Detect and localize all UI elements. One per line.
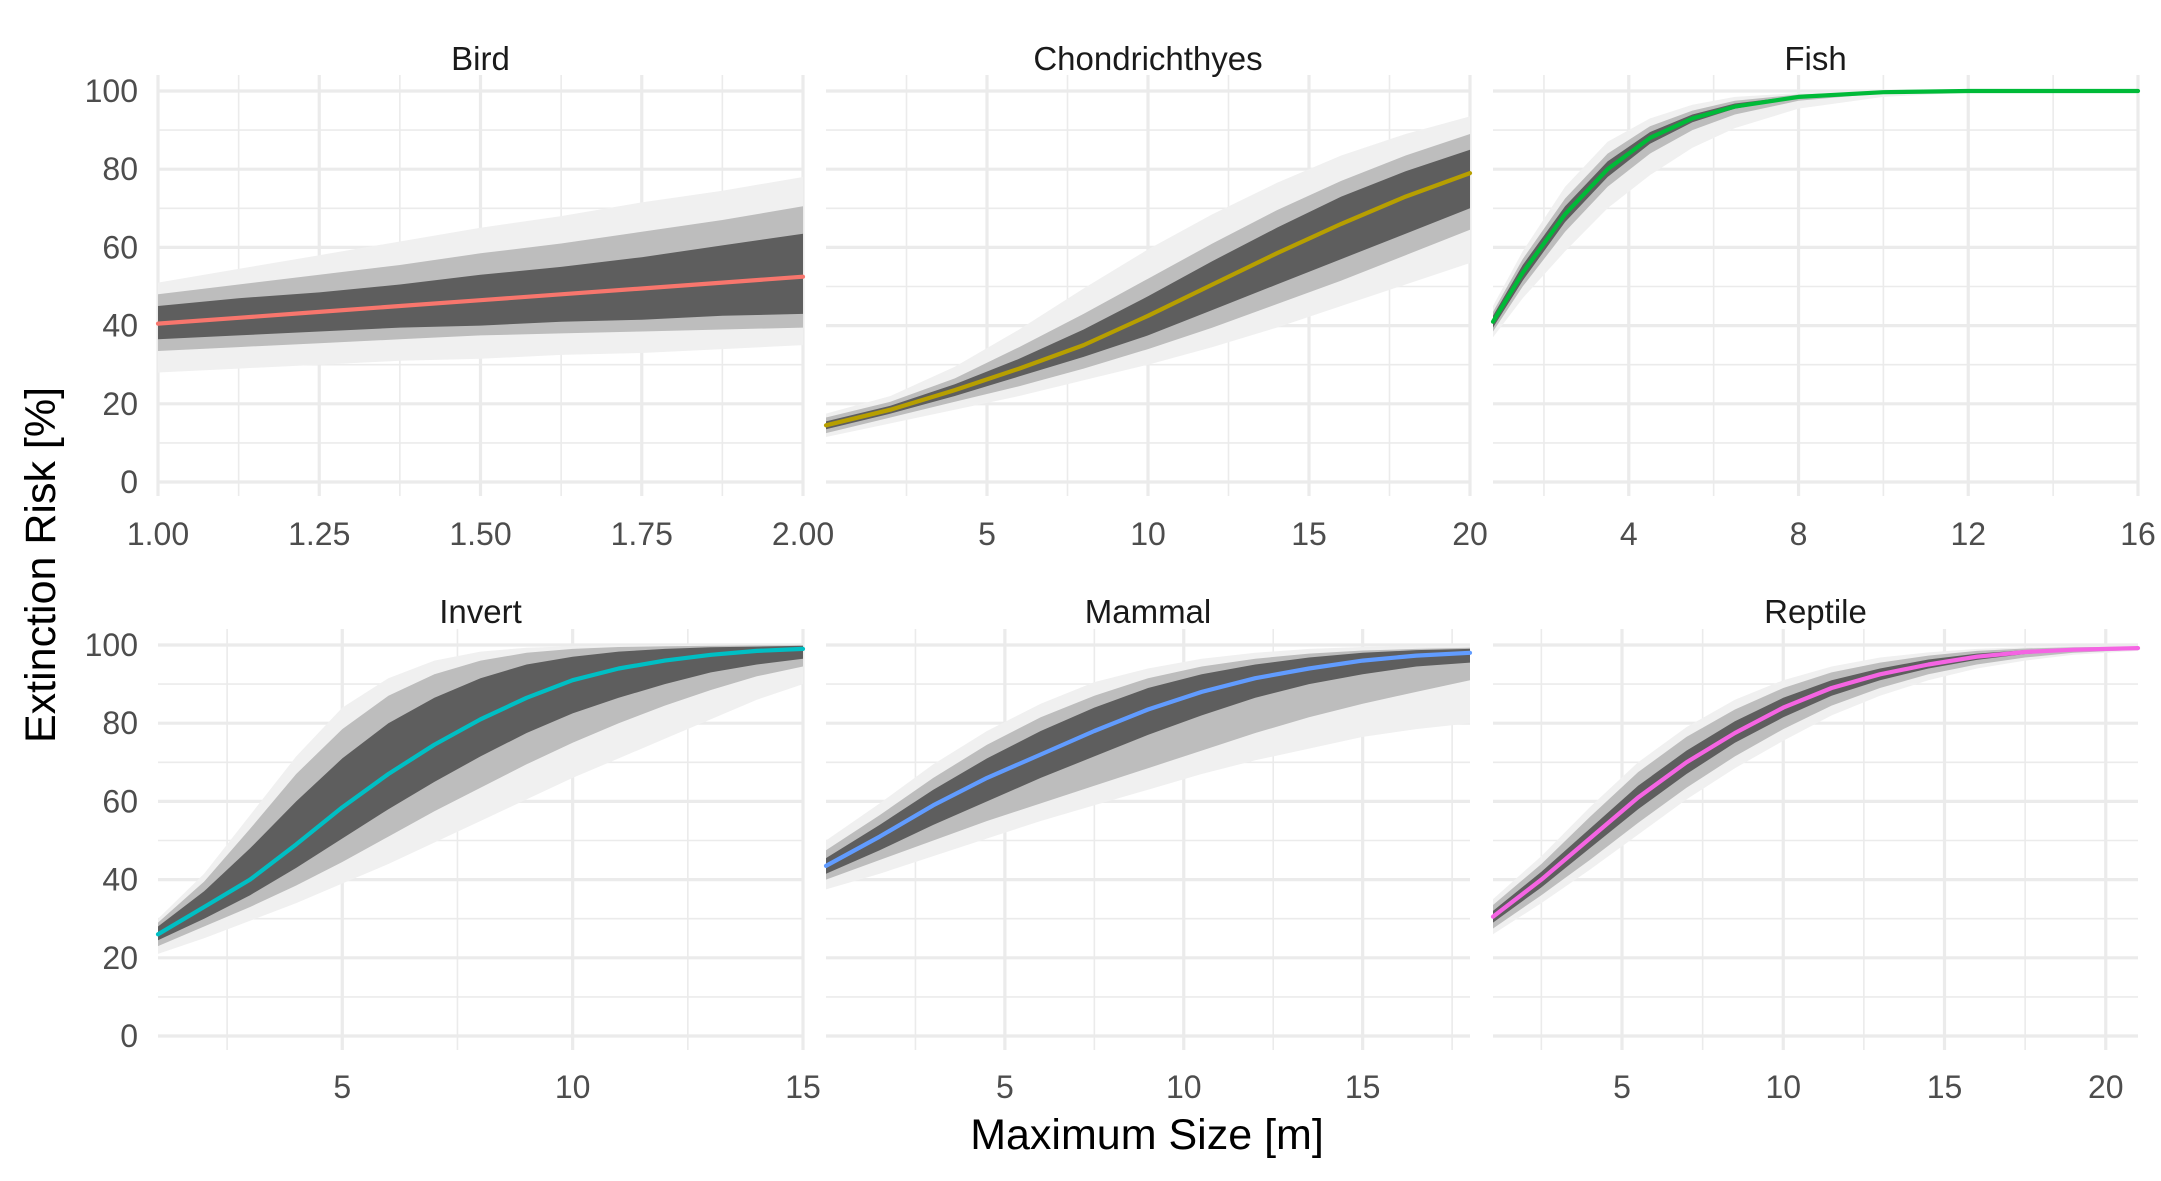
series-line-fish: [1490, 88, 2141, 324]
x-tick-label: 15: [1345, 1069, 1381, 1105]
panel-fish: Fish 4 8 12 16: [1490, 40, 2156, 552]
x-tick-label: 5: [1613, 1069, 1631, 1105]
x-tick-label: 10: [1166, 1069, 1202, 1105]
y-axis-title: Extinction Risk [%]: [17, 387, 65, 743]
panel-chondrichthyes: Chondrichthyes 5 10 15 20: [823, 40, 1488, 552]
series-line-mammal: [823, 650, 1473, 869]
x-tick-label: 20: [1452, 516, 1488, 552]
y-tick-label: 0: [120, 464, 138, 500]
x-tick-label: 15: [1927, 1069, 1963, 1105]
middle-band: [158, 645, 803, 947]
series-line-reptile: [1490, 645, 2141, 919]
x-tick-label: 5: [978, 516, 996, 552]
x-tick-label: 1.50: [449, 516, 511, 552]
y-tick-label: 100: [85, 627, 138, 663]
series-line-chondrichthyes: [823, 171, 1473, 428]
y-tick-label: 100: [85, 73, 138, 109]
x-tick-label: 10: [1765, 1069, 1801, 1105]
y-tick-label: 20: [102, 386, 138, 422]
panel-bird: Bird 1.00 1.25 1.50 1.75 2.00 0 20 40 60 80 100: [85, 40, 835, 552]
x-tick-label: 8: [1790, 516, 1808, 552]
strip-title: Chondrichthyes: [1033, 40, 1262, 77]
series-line-invert: [155, 646, 806, 937]
y-tick-label: 60: [102, 229, 138, 265]
strip-title: Mammal: [1085, 593, 1212, 630]
panel-mammal: Mammal 5 10 15: [823, 593, 1473, 1105]
x-axis-title: Maximum Size [m]: [970, 1111, 1324, 1159]
x-tick-label: 1.00: [127, 516, 189, 552]
inner-band: [1493, 647, 2138, 923]
x-tick-label: 1.25: [288, 516, 350, 552]
y-tick-label: 40: [102, 862, 138, 898]
x-tick-label: 12: [1950, 516, 1986, 552]
y-tick-label: 0: [120, 1018, 138, 1054]
panel-reptile: Reptile 5 10 15 20: [1490, 593, 2141, 1105]
y-tick-label: 60: [102, 783, 138, 819]
x-tick-label: 1.75: [611, 516, 673, 552]
x-tick-label: 16: [2120, 516, 2156, 552]
x-tick-label: 10: [555, 1069, 591, 1105]
inner-band: [826, 149, 1470, 430]
middle-band: [826, 134, 1470, 434]
x-tick-label: 10: [1130, 516, 1166, 552]
x-tick-label: 15: [1291, 516, 1327, 552]
outer-band: [158, 645, 803, 954]
x-tick-label: 2.00: [772, 516, 834, 552]
inner-band: [158, 645, 803, 941]
strip-title: Reptile: [1764, 593, 1867, 630]
x-tick-label: 4: [1620, 516, 1638, 552]
series-line-bird: [155, 274, 806, 326]
strip-title: Invert: [439, 593, 522, 630]
outer-band: [1493, 91, 2138, 338]
x-tick-label: 20: [2088, 1069, 2124, 1105]
panel-invert: Invert 5 10 15 0 20 40 60 80 100: [85, 593, 821, 1105]
inner-band: [826, 648, 1470, 874]
y-tick-label: 80: [102, 705, 138, 741]
y-tick-label: 80: [102, 151, 138, 187]
y-tick-label: 20: [102, 940, 138, 976]
middle-band: [826, 647, 1470, 880]
x-tick-label: 5: [996, 1069, 1014, 1105]
y-tick-label: 40: [102, 308, 138, 344]
strip-title: Bird: [451, 40, 510, 77]
middle-band: [1493, 91, 2138, 332]
middle-band: [1493, 646, 2138, 929]
x-tick-label: 15: [785, 1069, 821, 1105]
x-tick-label: 5: [333, 1069, 351, 1105]
strip-title: Fish: [1784, 40, 1846, 77]
